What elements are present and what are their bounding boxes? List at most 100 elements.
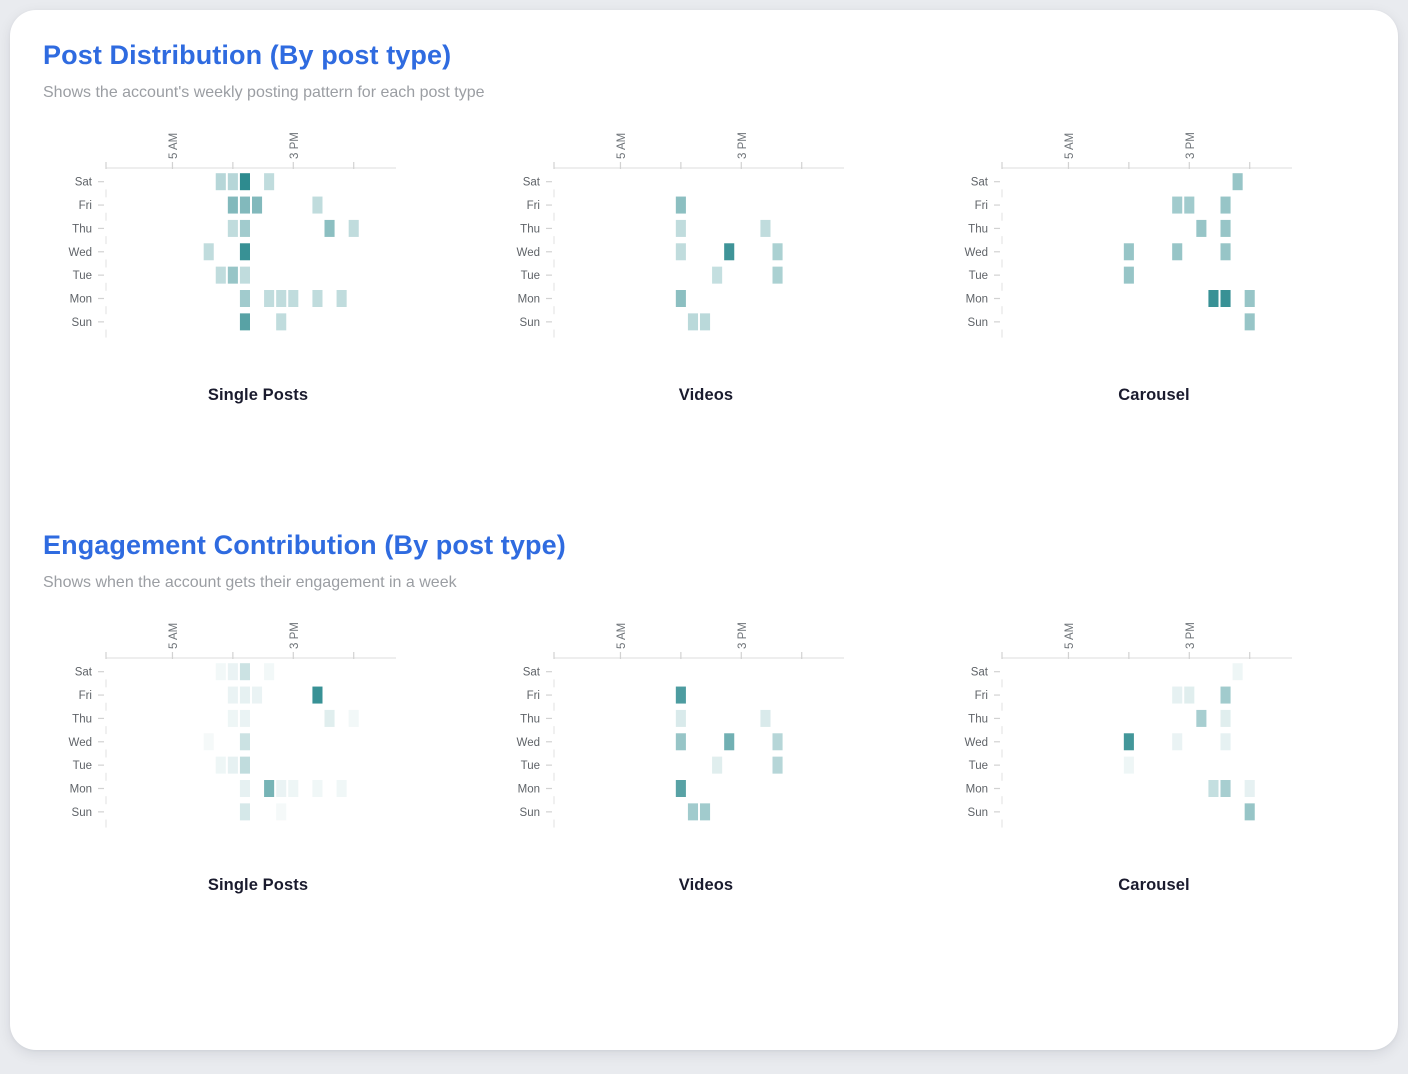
heatmap-cell[interactable] [1172,196,1183,214]
heatmap-cell[interactable] [675,780,686,797]
heatmap-cell[interactable] [675,733,686,751]
heatmap-cell[interactable] [227,756,238,774]
heatmap-cell[interactable] [760,219,771,237]
heatmap-cell[interactable] [227,686,238,704]
heatmap-cell[interactable] [288,780,299,797]
heatmap-cell[interactable] [312,196,323,214]
heatmap-cell[interactable] [1184,686,1195,704]
heatmap-cell[interactable] [227,663,238,681]
heatmap-cell[interactable] [1123,733,1134,751]
heatmap-cell[interactable] [1172,686,1183,704]
heatmap-cell[interactable] [675,243,686,261]
heatmap-cell[interactable] [264,290,275,307]
heatmap-cell[interactable] [252,686,263,704]
heatmap-cell[interactable] [215,756,226,774]
heatmap-cell[interactable] [239,173,250,191]
heatmap-cell[interactable] [264,780,275,797]
heatmap-cell[interactable] [1220,219,1231,237]
heatmap-cell[interactable] [1196,219,1207,237]
heatmap-cell[interactable] [700,803,711,821]
heatmap-cell[interactable] [276,290,287,307]
heatmap-cell[interactable] [700,313,711,331]
heatmap-cell[interactable] [675,686,686,704]
heatmap-cell[interactable] [203,733,214,751]
heatmap-cell[interactable] [312,780,323,797]
heatmap-cell[interactable] [239,756,250,774]
heatmap-cell[interactable] [772,733,783,751]
heatmap-cell[interactable] [348,709,359,727]
heatmap-cell[interactable] [772,266,783,284]
heatmap-cell[interactable] [239,313,250,331]
heatmap-cell[interactable] [712,266,723,284]
heatmap-cell[interactable] [215,266,226,284]
heatmap-cell[interactable] [239,243,250,261]
heatmap-cell[interactable] [1220,196,1231,214]
heatmap-cell[interactable] [239,663,250,681]
heatmap-cell[interactable] [772,756,783,774]
heatmap-cell[interactable] [227,219,238,237]
heatmap-cell[interactable] [1172,733,1183,751]
heatmap-cell[interactable] [227,266,238,284]
heatmap-cell[interactable] [1208,780,1219,797]
heatmap-cell[interactable] [264,663,275,681]
heatmap-cell[interactable] [1208,290,1219,307]
heatmap-cell[interactable] [675,709,686,727]
heatmap-cell[interactable] [687,803,698,821]
heatmap-cell[interactable] [1232,173,1243,191]
heatmap-cell[interactable] [675,290,686,307]
heatmap-cell[interactable] [239,733,250,751]
heatmap-cell[interactable] [312,290,323,307]
heatmap-cell[interactable] [1220,686,1231,704]
heatmap-cell[interactable] [336,780,347,797]
heatmap-cell[interactable] [1220,243,1231,261]
heatmap-cell[interactable] [1244,313,1255,331]
heatmap-cell[interactable] [1172,243,1183,261]
heatmap-cell[interactable] [288,290,299,307]
heatmap-cell[interactable] [772,243,783,261]
heatmap-cell[interactable] [264,173,275,191]
heatmap-cell[interactable] [312,686,323,704]
heatmap-cell[interactable] [1244,803,1255,821]
heatmap-cell[interactable] [675,196,686,214]
heatmap-cell[interactable] [227,709,238,727]
heatmap-cell[interactable] [1123,756,1134,774]
heatmap-cell[interactable] [336,290,347,307]
heatmap-cell[interactable] [348,219,359,237]
heatmap-cell[interactable] [276,780,287,797]
heatmap-cell[interactable] [675,219,686,237]
heatmap-cell[interactable] [1123,243,1134,261]
heatmap-cell[interactable] [276,803,287,821]
heatmap-cell[interactable] [239,780,250,797]
heatmap-cell[interactable] [239,219,250,237]
heatmap-cell[interactable] [239,196,250,214]
heatmap-cell[interactable] [1184,196,1195,214]
heatmap-cell[interactable] [1123,266,1134,284]
heatmap-cell[interactable] [252,196,263,214]
heatmap-cell[interactable] [324,709,335,727]
heatmap-cell[interactable] [760,709,771,727]
heatmap-cell[interactable] [239,686,250,704]
heatmap-cell[interactable] [227,196,238,214]
heatmap-cell[interactable] [724,243,735,261]
heatmap-cell[interactable] [1220,780,1231,797]
heatmap-cell[interactable] [687,313,698,331]
heatmap-cell[interactable] [1244,780,1255,797]
heatmap-cell[interactable] [1220,290,1231,307]
heatmap-cell[interactable] [276,313,287,331]
heatmap-cell[interactable] [1232,663,1243,681]
heatmap-cell[interactable] [239,803,250,821]
heatmap-cell[interactable] [239,266,250,284]
heatmap-cell[interactable] [215,173,226,191]
heatmap-cell[interactable] [203,243,214,261]
heatmap-cell[interactable] [1220,709,1231,727]
heatmap-cell[interactable] [227,173,238,191]
heatmap-cell[interactable] [324,219,335,237]
heatmap-cell[interactable] [724,733,735,751]
heatmap-cell[interactable] [712,756,723,774]
heatmap-cell[interactable] [1220,733,1231,751]
heatmap-cell[interactable] [215,663,226,681]
heatmap-cell[interactable] [1196,709,1207,727]
heatmap-cell[interactable] [1244,290,1255,307]
heatmap-cell[interactable] [239,709,250,727]
heatmap-cell[interactable] [239,290,250,307]
